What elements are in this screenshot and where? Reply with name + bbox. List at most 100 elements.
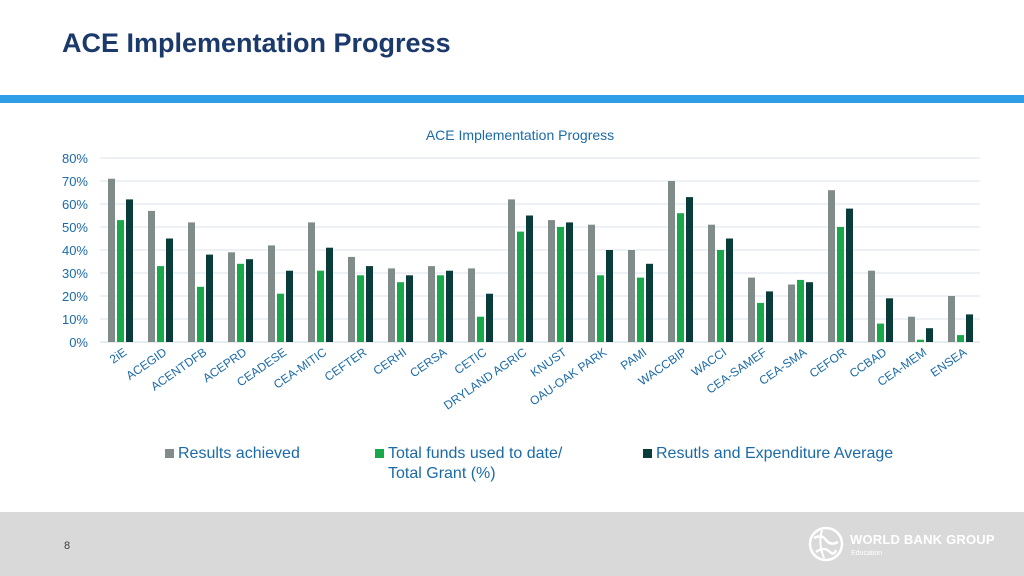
footer: 8 WORLD BANK GROUP Education: [0, 512, 1024, 576]
x-tick-label: CERHI: [371, 345, 410, 378]
page-number: 8: [64, 540, 71, 552]
bar: [757, 302, 764, 342]
bar: [806, 282, 813, 342]
bar: [477, 316, 484, 342]
legend-label-total-funds-line2: Total Grant (%): [388, 465, 496, 482]
bar: [837, 227, 844, 342]
y-tick-label: 20%: [62, 289, 88, 304]
bar: [437, 275, 444, 342]
bar: [326, 247, 333, 342]
bar: [926, 328, 933, 342]
bar: [357, 275, 364, 342]
x-tick-label: CERSA: [407, 345, 449, 380]
world-bank-logo: WORLD BANK GROUP Education: [808, 526, 1008, 566]
logo-name: WORLD BANK GROUP: [850, 532, 995, 547]
bar: [468, 268, 475, 342]
bar: [237, 263, 244, 342]
bar: [966, 314, 973, 342]
slide-title: ACE Implementation Progress: [62, 28, 451, 58]
bar: [668, 181, 675, 342]
bar: [788, 284, 795, 342]
y-tick-label: 70%: [62, 174, 88, 189]
bar: [686, 197, 693, 342]
bar: [188, 222, 195, 342]
bar: [886, 298, 893, 342]
y-tick-label: 10%: [62, 312, 88, 327]
bar: [286, 270, 293, 342]
bar: [628, 250, 635, 342]
legend-label-total-funds-line1: Total funds used to date/: [388, 445, 563, 462]
y-tick-label: 30%: [62, 266, 88, 281]
bar: [197, 286, 204, 342]
bar: [268, 245, 275, 342]
x-tick-label: PAMI: [618, 345, 649, 373]
bar: [917, 339, 924, 342]
legend-label-total-funds: Total funds used to date/ Total Grant (%…: [388, 444, 562, 484]
y-tick-label: 80%: [62, 151, 88, 166]
bar: [366, 266, 373, 342]
y-tick-label: 50%: [62, 220, 88, 235]
bar: [708, 224, 715, 342]
bar: [588, 224, 595, 342]
bar: [206, 254, 213, 342]
bar: [126, 199, 133, 342]
bar: [948, 296, 955, 342]
bar: [317, 270, 324, 342]
bar: [846, 208, 853, 342]
bar: [646, 263, 653, 342]
x-tick-label: CEFTER: [322, 345, 370, 384]
bar: [308, 222, 315, 342]
bar: [877, 323, 884, 342]
chart-legend: Results achieved Total funds used to dat…: [0, 444, 1024, 488]
legend-label-results-achieved: Results achieved: [178, 445, 300, 462]
bar: [748, 277, 755, 342]
bar: [637, 277, 644, 342]
bar: [797, 279, 804, 342]
bar: [117, 220, 124, 342]
bar: [597, 275, 604, 342]
legend-item-total-funds: Total funds used to date/ Total Grant (%…: [375, 444, 562, 484]
y-tick-label: 60%: [62, 197, 88, 212]
bar: [868, 270, 875, 342]
logo-subtitle: Education: [851, 550, 883, 557]
bar: [606, 250, 613, 342]
bar: [677, 213, 684, 342]
bar: [517, 231, 524, 342]
x-tick-label: CEFOR: [807, 345, 850, 381]
bar: [908, 316, 915, 342]
x-tick-label: 2iE: [107, 345, 129, 366]
bar: [388, 268, 395, 342]
chart-title: ACE Implementation Progress: [425, 127, 615, 143]
bar: [228, 252, 235, 342]
bar: [717, 250, 724, 342]
y-tick-label: 40%: [62, 243, 88, 258]
bar: [566, 222, 573, 342]
bar: [548, 220, 555, 342]
globe-icon: [808, 526, 844, 562]
bar: [957, 335, 964, 342]
legend-swatch-total-funds: [375, 449, 384, 458]
bar: [766, 291, 773, 342]
bar: [157, 266, 164, 342]
bar: [406, 275, 413, 342]
bar: [277, 293, 284, 342]
bar: [486, 293, 493, 342]
bar: [446, 270, 453, 342]
bar: [526, 215, 533, 342]
x-tick-label: ENSEA: [928, 345, 969, 380]
bar: [557, 227, 564, 342]
legend-item-average: Resutls and Expenditure Average: [643, 444, 893, 464]
legend-swatch-average: [643, 449, 652, 458]
legend-item-results-achieved: Results achieved: [165, 444, 300, 464]
bar: [508, 199, 515, 342]
bar: [148, 210, 155, 342]
bar: [108, 178, 115, 342]
bar: [428, 266, 435, 342]
bar: [166, 238, 173, 342]
bar: [726, 238, 733, 342]
accent-bar: [0, 95, 1024, 103]
legend-label-average: Resutls and Expenditure Average: [656, 445, 894, 462]
legend-swatch-results-achieved: [165, 449, 174, 458]
y-tick-label: 0%: [69, 335, 88, 350]
